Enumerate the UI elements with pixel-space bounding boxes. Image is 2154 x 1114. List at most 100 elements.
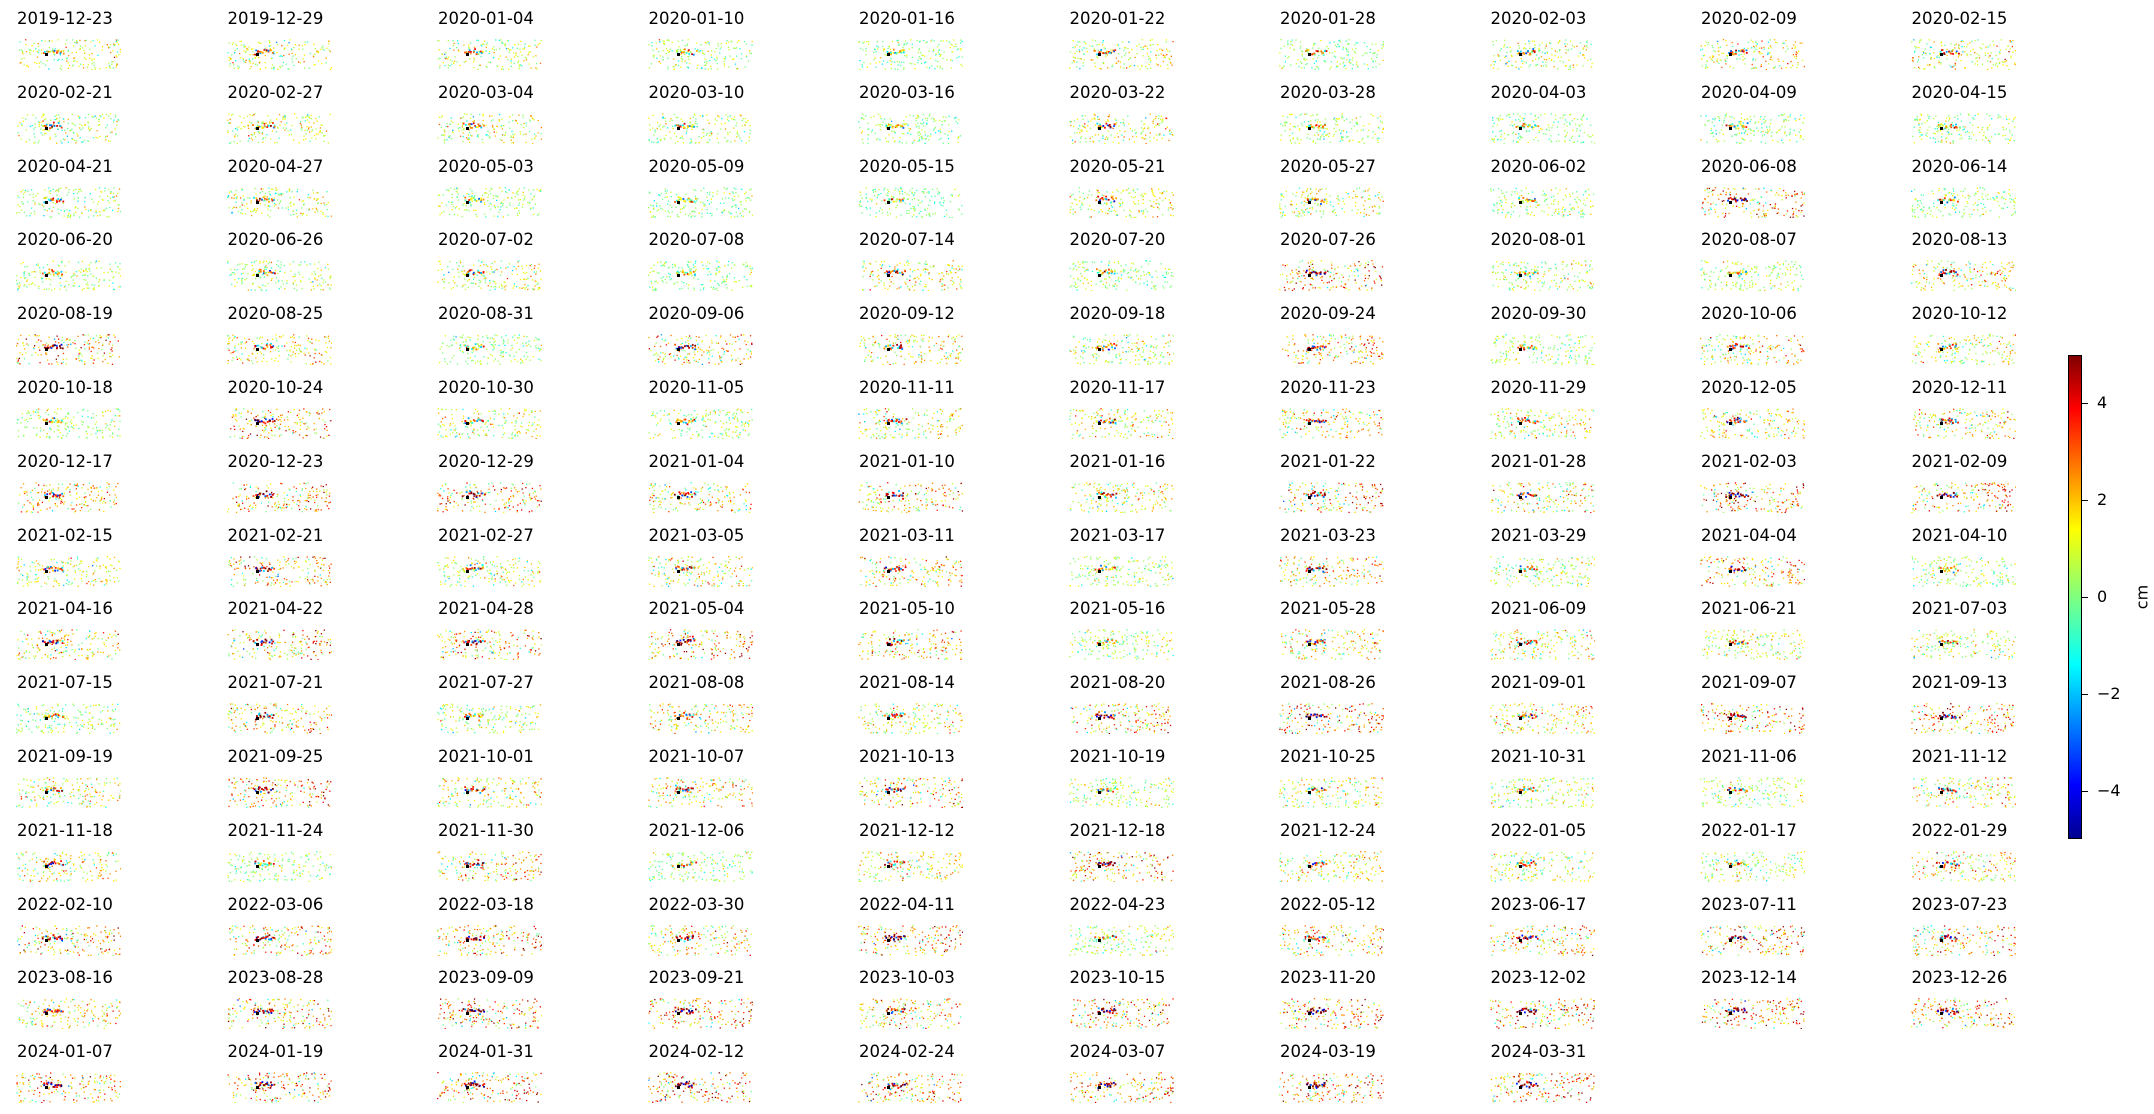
- pixel-point: [865, 197, 868, 199]
- pixel-point: [1351, 118, 1353, 121]
- pixel-point: [706, 212, 708, 214]
- pixel-point: [1102, 39, 1104, 42]
- pixel-point: [115, 40, 117, 43]
- pixel-point: [485, 44, 488, 46]
- pixel-point: [66, 57, 68, 59]
- pixel-point: [1323, 60, 1325, 62]
- pixel-point: [19, 41, 21, 43]
- pixel-point: [924, 142, 926, 144]
- pixel-point: [924, 55, 926, 57]
- pixel-point: [1971, 61, 1973, 63]
- pixel-point: [687, 67, 689, 69]
- pixel-point: [1373, 52, 1375, 54]
- pixel-point: [705, 42, 707, 44]
- pixel-point: [956, 49, 959, 51]
- pixel-point: [62, 50, 65, 52]
- pixel-point: [38, 62, 40, 64]
- pixel-point: [1952, 140, 1954, 143]
- pixel-point: [1799, 136, 1801, 139]
- pixel-point: [1768, 47, 1770, 49]
- pixel-point: [680, 60, 683, 63]
- pixel-point: [281, 192, 283, 195]
- pixel-point: [2009, 131, 2011, 134]
- pixel-point: [1918, 131, 1920, 133]
- pixel-point: [276, 126, 278, 128]
- pixel-point: [1753, 115, 1756, 117]
- pixel-point: [56, 142, 58, 144]
- pixel-point: [940, 204, 942, 206]
- pixel-point: [78, 188, 80, 190]
- pixel-point: [906, 197, 908, 200]
- pixel-point: [113, 43, 115, 45]
- feature-point: [1522, 126, 1525, 129]
- pixel-point: [33, 133, 35, 135]
- pixel-point: [1165, 48, 1167, 50]
- pixel-point: [445, 203, 447, 206]
- pixel-point: [708, 202, 710, 205]
- pixel-point: [522, 116, 524, 118]
- feature-point: [256, 50, 259, 53]
- pixel-point: [491, 124, 494, 127]
- pixel-point: [288, 187, 290, 190]
- pixel-point: [469, 42, 472, 44]
- pixel-point: [923, 125, 925, 127]
- pixel-point: [865, 196, 867, 198]
- pixel-point: [1100, 50, 1102, 52]
- pixel-point: [110, 51, 112, 54]
- feature-point: [689, 198, 691, 201]
- pixel-point: [701, 52, 703, 54]
- pixel-point: [1731, 116, 1733, 118]
- pixel-point: [1548, 57, 1550, 60]
- pixel-point: [659, 207, 661, 209]
- pixel-point: [1112, 127, 1114, 129]
- pixel-point: [1978, 131, 1980, 133]
- pixel-point: [1127, 59, 1129, 61]
- pixel-point: [1740, 53, 1742, 55]
- pixel-point: [449, 187, 452, 189]
- pixel-point: [40, 61, 42, 63]
- pixel-point: [1970, 137, 1972, 140]
- pixel-point: [1557, 140, 1560, 142]
- pixel-point: [941, 120, 943, 122]
- pixel-point: [489, 189, 491, 191]
- pixel-point: [1517, 141, 1519, 143]
- pixel-point: [253, 207, 255, 209]
- pixel-point: [716, 62, 718, 65]
- pixel-point: [655, 204, 657, 207]
- reference-point: [1308, 126, 1311, 130]
- pixel-point: [1795, 134, 1797, 136]
- pixel-point: [1756, 43, 1758, 45]
- pixel-point: [881, 45, 884, 48]
- pixel-point: [1554, 50, 1556, 52]
- pixel-point: [1128, 214, 1130, 216]
- pixel-point: [1171, 208, 1173, 210]
- pixel-point: [691, 199, 693, 201]
- pixel-point: [282, 127, 284, 129]
- pixel-point: [723, 191, 725, 194]
- pixel-point: [26, 65, 28, 67]
- pixel-point: [1121, 41, 1123, 43]
- pixel-point: [488, 52, 490, 55]
- pixel-point: [251, 114, 253, 116]
- pixel-point: [1503, 39, 1505, 41]
- pixel-point: [1355, 117, 1357, 119]
- pixel-point: [1790, 66, 1792, 69]
- pixel-point: [1093, 62, 1095, 64]
- pixel-point: [95, 210, 97, 212]
- pixel-point: [78, 190, 80, 192]
- pixel-point: [1328, 135, 1330, 138]
- pixel-point: [489, 61, 491, 63]
- pixel-point: [299, 120, 301, 123]
- pixel-point: [895, 187, 897, 189]
- pixel-point: [931, 195, 933, 197]
- pixel-point: [1767, 53, 1769, 55]
- pixel-point: [703, 61, 705, 63]
- feature-point: [53, 49, 56, 52]
- pixel-point: [1803, 65, 1805, 68]
- pixel-point: [451, 201, 453, 203]
- pixel-point: [1083, 125, 1085, 128]
- pixel-point: [38, 140, 40, 142]
- pixel-point: [1765, 68, 1767, 70]
- pixel-point: [1161, 120, 1164, 122]
